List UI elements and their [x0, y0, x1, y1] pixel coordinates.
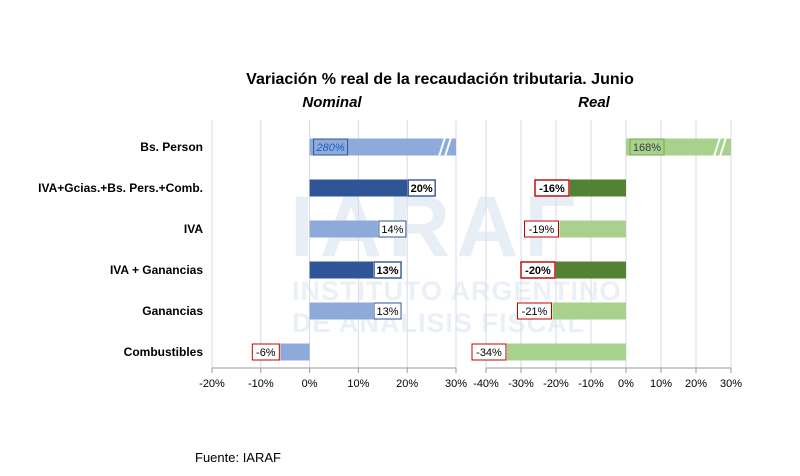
real-bar — [552, 302, 626, 320]
category-label: IVA + Ganancias — [110, 263, 203, 277]
nominal-tick-label: 30% — [445, 378, 467, 390]
nominal-value-label-box — [373, 261, 402, 279]
nominal-break-mark — [438, 137, 446, 157]
nominal-value-label: 14% — [381, 224, 403, 236]
nominal-value-label-box — [313, 138, 349, 156]
source-note: Fuente: IARAF — [195, 450, 281, 465]
real-value-label-box — [520, 261, 556, 279]
real-value-label: -20% — [525, 265, 551, 277]
nominal-break-mark — [444, 137, 452, 157]
nominal-tick-label: -20% — [199, 378, 225, 390]
nominal-bar — [309, 302, 374, 320]
nominal-value-label-box — [251, 343, 280, 361]
nominal-value-label-box — [407, 179, 436, 197]
real-value-label: -34% — [476, 347, 502, 359]
category-label: IVA+Gcias.+Bs. Pers.+Comb. — [38, 181, 203, 195]
real-value-label: -16% — [539, 183, 565, 195]
nominal-value-label: 20% — [411, 183, 433, 195]
real-tick-label: 10% — [650, 378, 672, 390]
real-value-label-box — [629, 138, 665, 156]
category-label: IVA — [184, 222, 203, 236]
nominal-tick-label: 20% — [396, 378, 418, 390]
real-value-label: 168% — [633, 142, 661, 154]
panel-title-nominal: Nominal — [302, 94, 362, 111]
real-value-label-box — [534, 179, 570, 197]
real-tick-label: 20% — [685, 378, 707, 390]
nominal-tick-label: 0% — [302, 378, 318, 390]
category-label: Bs. Person — [140, 140, 203, 154]
panel-title-real: Real — [578, 94, 611, 111]
nominal-tick-label: 10% — [347, 378, 369, 390]
nominal-bar — [309, 179, 408, 197]
real-tick-label: 0% — [618, 378, 634, 390]
nominal-value-label: 13% — [377, 306, 399, 318]
category-label: Ganancias — [142, 304, 203, 318]
real-tick-label: -40% — [473, 378, 499, 390]
real-value-label-box — [524, 220, 559, 238]
real-break-mark — [719, 137, 727, 157]
nominal-bar — [280, 343, 310, 361]
real-tick-label: -30% — [508, 378, 534, 390]
real-bar — [570, 179, 626, 197]
nominal-value-label: 13% — [377, 265, 399, 277]
real-tick-label: 30% — [720, 378, 742, 390]
real-break-mark — [713, 137, 721, 157]
nominal-value-label-box — [378, 220, 407, 238]
chart-title: Variación % real de la recaudación tribu… — [246, 71, 634, 88]
real-value-label: -21% — [522, 306, 548, 318]
nominal-bar — [309, 220, 378, 238]
nominal-value-label: 280% — [316, 142, 345, 154]
nominal-value-label-box — [373, 302, 402, 320]
real-value-label-box — [517, 302, 552, 320]
real-tick-label: -10% — [578, 378, 604, 390]
category-label: Combustibles — [124, 345, 204, 359]
real-value-label: -19% — [529, 224, 555, 236]
real-bar — [507, 343, 626, 361]
nominal-bar — [309, 261, 374, 279]
real-bar — [556, 261, 626, 279]
nominal-value-label: -6% — [256, 347, 276, 359]
real-tick-label: -20% — [543, 378, 569, 390]
real-bar — [559, 220, 626, 238]
nominal-tick-label: -10% — [248, 378, 274, 390]
real-value-label-box — [471, 343, 507, 361]
